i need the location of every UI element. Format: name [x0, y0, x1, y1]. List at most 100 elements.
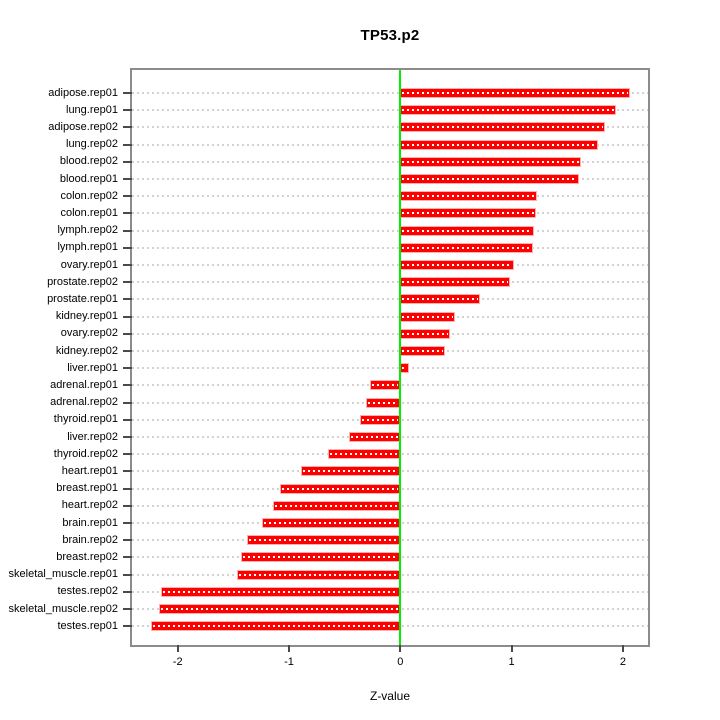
- gridline: [132, 281, 648, 284]
- y-axis-label: adrenal.rep02: [50, 396, 118, 409]
- y-axis-label: colon.rep02: [60, 189, 119, 202]
- y-axis-tick: [123, 281, 132, 284]
- y-axis-tick: [123, 556, 132, 559]
- bar-grid-overlay: [402, 229, 532, 232]
- y-axis-tick: [123, 350, 132, 352]
- bar-grid-overlay: [152, 625, 399, 628]
- y-axis-tick: [123, 384, 132, 387]
- bar: [262, 518, 401, 528]
- gridline: [132, 350, 648, 352]
- y-axis-label: liver.rep01: [67, 361, 118, 374]
- bar: [400, 225, 534, 236]
- bar: [236, 569, 401, 580]
- bar-grid-overlay: [362, 418, 399, 421]
- x-axis-label: Z-value: [369, 689, 410, 703]
- y-axis-tick: [123, 264, 132, 266]
- y-axis-tick: [123, 332, 132, 335]
- x-axis-tick: [288, 645, 290, 652]
- bar-grid-overlay: [303, 470, 399, 473]
- gridline: [132, 332, 648, 335]
- y-axis-tick: [123, 92, 132, 94]
- y-axis-label: lymph.rep01: [57, 241, 118, 254]
- y-axis-tick: [123, 590, 132, 593]
- y-axis-tick: [123, 126, 132, 129]
- x-axis-tick: [621, 645, 624, 652]
- y-axis-label: thyroid.rep01: [53, 413, 118, 426]
- plot-area: [132, 70, 648, 645]
- y-axis-label: heart.rep01: [61, 464, 118, 477]
- bar: [400, 156, 581, 167]
- gridline: [132, 246, 648, 249]
- y-axis-tick: [123, 436, 132, 438]
- gridline: [132, 143, 648, 146]
- bar-grid-overlay: [160, 608, 399, 610]
- bar-grid-overlay: [402, 92, 628, 94]
- y-axis-tick: [123, 212, 132, 215]
- y-axis-tick: [123, 573, 132, 576]
- bar: [400, 88, 630, 98]
- bar-grid-overlay: [329, 453, 399, 456]
- bar: [400, 208, 537, 219]
- bar: [400, 174, 580, 184]
- gridline: [132, 195, 648, 198]
- bar: [400, 346, 445, 356]
- y-axis-label: kidney.rep02: [55, 344, 118, 357]
- bar-grid-overlay: [402, 298, 479, 301]
- bar: [280, 483, 401, 494]
- bar-grid-overlay: [264, 522, 399, 524]
- bar: [400, 363, 410, 374]
- y-axis-tick: [123, 246, 132, 249]
- bar-grid-overlay: [243, 556, 399, 559]
- y-axis-label: kidney.rep01: [55, 310, 118, 323]
- bar: [400, 294, 481, 305]
- bar-grid-overlay: [402, 367, 408, 370]
- y-axis-label: prostate.rep02: [47, 275, 118, 288]
- y-axis-tick: [123, 401, 132, 404]
- x-axis-tick: [510, 645, 513, 652]
- zero-reference-line: [399, 70, 402, 645]
- y-axis-label: lymph.rep02: [57, 224, 118, 237]
- bar-grid-overlay: [402, 315, 453, 318]
- bar-grid-overlay: [282, 487, 399, 490]
- bar-grid-overlay: [351, 436, 399, 438]
- y-axis-label: brain.rep02: [62, 533, 118, 546]
- y-axis-label: ovary.rep02: [60, 327, 118, 340]
- bar: [400, 105, 617, 116]
- y-axis-tick: [123, 608, 132, 610]
- gridline: [132, 229, 648, 232]
- bar-grid-overlay: [163, 590, 399, 593]
- bar-grid-overlay: [402, 143, 597, 146]
- chart-title: TP53.p2: [360, 27, 420, 44]
- bar: [400, 139, 599, 150]
- bar-grid-overlay: [402, 178, 578, 180]
- y-axis-tick: [123, 229, 132, 232]
- y-axis-label: prostate.rep01: [47, 292, 118, 305]
- bar-grid-overlay: [402, 264, 512, 266]
- bar-grid-overlay: [248, 539, 399, 542]
- bar-grid-overlay: [372, 384, 399, 387]
- y-axis-label: blood.rep02: [59, 155, 118, 168]
- bar: [327, 449, 401, 460]
- gridline: [132, 109, 648, 112]
- gridline: [132, 315, 648, 318]
- y-axis-tick: [123, 367, 132, 370]
- gridline: [132, 178, 648, 180]
- y-axis-tick: [123, 143, 132, 146]
- bar: [400, 328, 451, 339]
- y-axis-tick: [123, 470, 132, 473]
- x-axis-tick-label: 2: [619, 656, 626, 668]
- bar-grid-overlay: [402, 212, 535, 215]
- bar: [150, 621, 401, 632]
- bar-grid-overlay: [402, 332, 449, 335]
- y-axis-tick: [123, 504, 132, 507]
- bar-grid-overlay: [402, 195, 536, 198]
- y-axis-label: heart.rep02: [61, 499, 118, 512]
- y-axis-label: breast.rep02: [56, 550, 118, 563]
- bar: [349, 432, 401, 442]
- bar: [241, 552, 401, 563]
- y-axis-label: ovary.rep01: [60, 258, 118, 271]
- y-axis-label: adipose.rep01: [48, 86, 118, 99]
- y-axis-label: testes.rep01: [57, 619, 118, 632]
- x-axis-tick-label: -1: [284, 656, 294, 668]
